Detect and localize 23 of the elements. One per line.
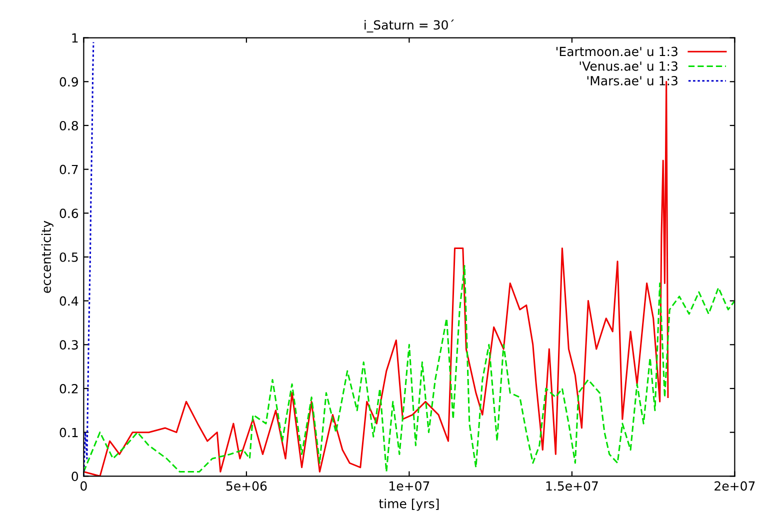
y-tick-label: 0.3	[60, 340, 78, 350]
y-tick-label: 0.5	[60, 252, 78, 262]
x-axis-title: time [yrs]	[379, 498, 439, 511]
x-tick-label: 1.5e+07	[546, 481, 598, 491]
legend-label: 'Venus.ae' u 1:3	[580, 61, 678, 71]
y-tick-label: 0.4	[60, 296, 78, 306]
x-tick-label: 5e+06	[226, 481, 267, 491]
x-tick-label: 0	[80, 481, 87, 491]
legend-label: 'Mars.ae' u 1:3	[587, 76, 678, 86]
y-tick-label: 0.2	[60, 384, 78, 394]
chart-title: i_Saturn = 30´	[364, 19, 454, 32]
y-tick-label: 0.1	[60, 428, 78, 438]
line-series	[84, 264, 735, 473]
y-axis-title: eccentricity	[41, 220, 54, 293]
legend-label: 'Eartmoon.ae' u 1:3	[556, 46, 678, 56]
x-tick-label: 2e+07	[714, 481, 755, 491]
y-tick-label: 0.8	[60, 120, 78, 130]
y-tick-label: 0	[72, 472, 78, 482]
y-tick-label: 0.6	[60, 208, 78, 218]
y-tick-label: 1	[72, 33, 78, 43]
y-tick-label: 0.9	[60, 77, 78, 87]
x-tick-label: 1e+07	[390, 481, 430, 491]
y-tick-label: 0.7	[60, 164, 78, 174]
